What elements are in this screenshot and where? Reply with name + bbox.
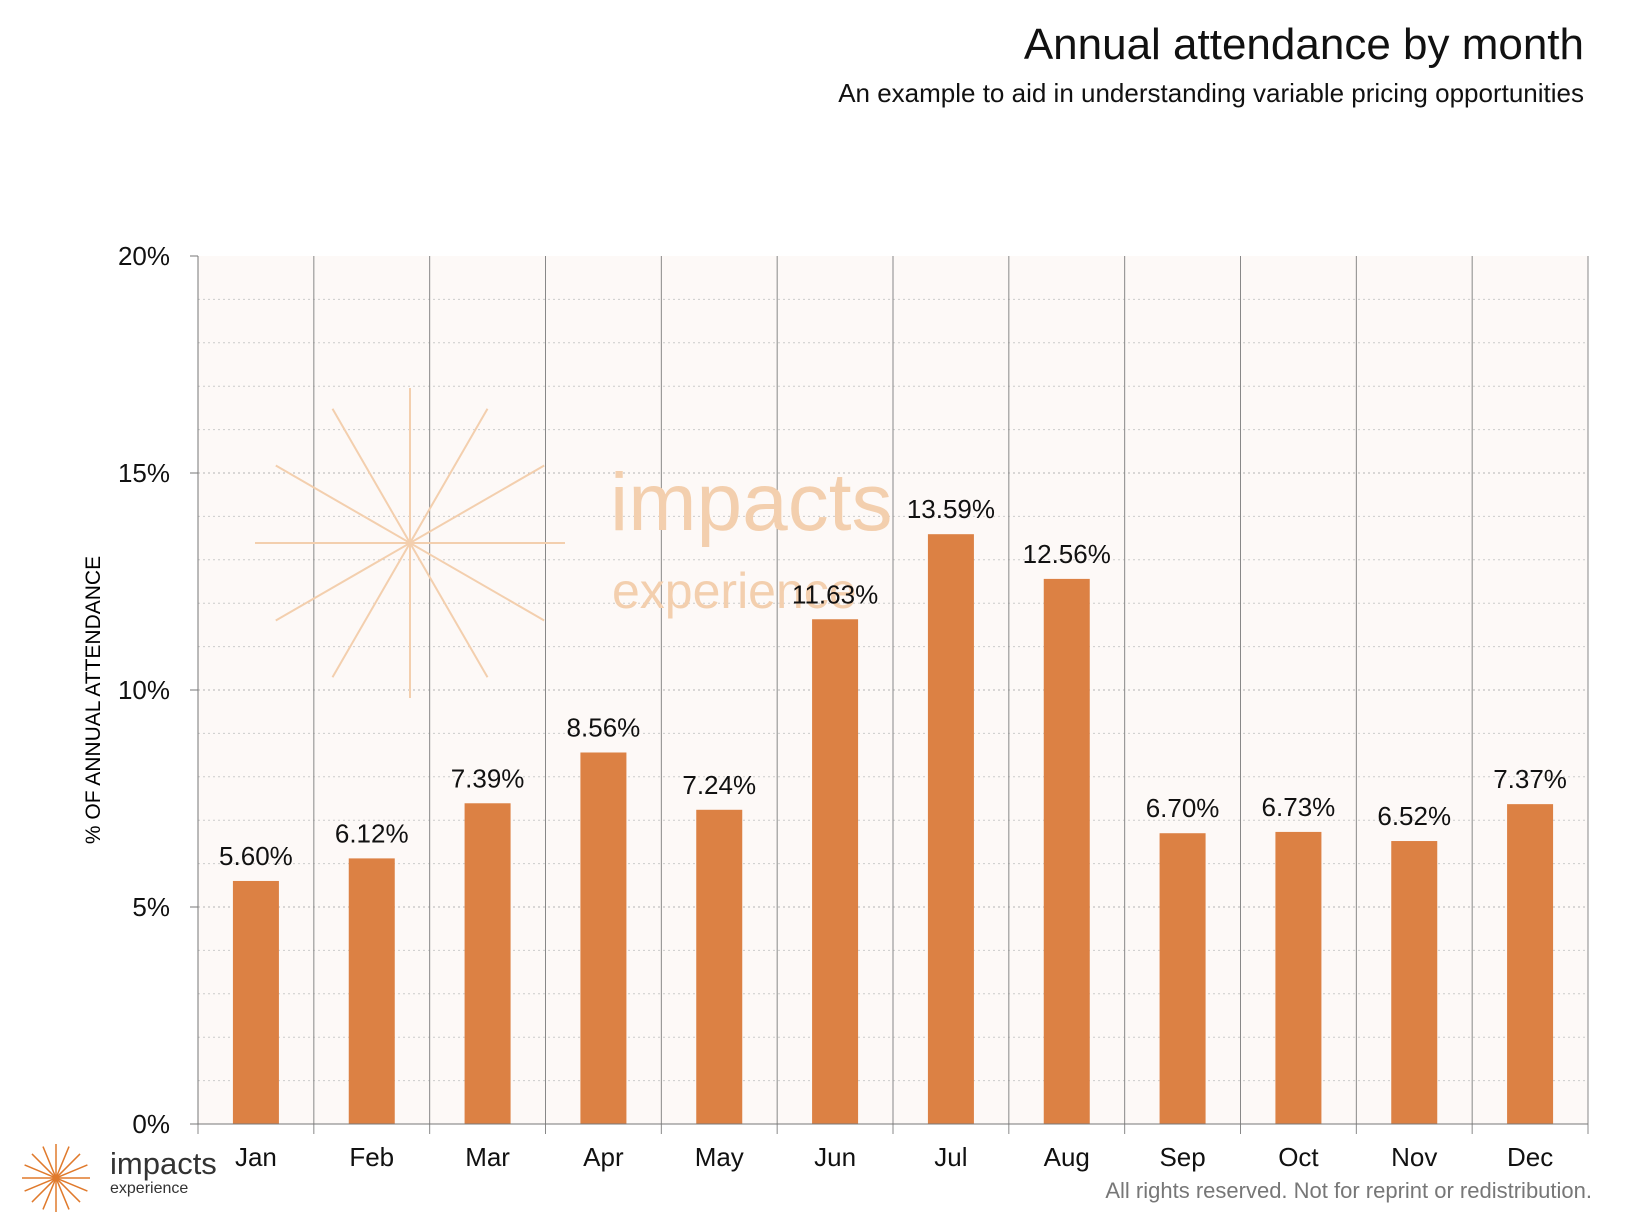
footer-note: All rights reserved. Not for reprint or … — [1105, 1178, 1592, 1203]
bar-mar — [464, 803, 511, 1124]
watermark: impacts experience — [255, 388, 893, 698]
bar-apr — [580, 752, 627, 1124]
x-tick-label: Apr — [583, 1142, 624, 1172]
data-label: 13.59% — [907, 494, 995, 524]
x-tick-label: May — [695, 1142, 744, 1172]
y-axis-tick-labels: 0% 5% 10% 15% 20% — [118, 241, 198, 1139]
bar-feb — [348, 858, 395, 1124]
x-tick-label: Feb — [349, 1142, 394, 1172]
data-label: 5.60% — [219, 841, 293, 871]
watermark-ray — [275, 464, 545, 622]
data-label: 6.12% — [335, 818, 409, 848]
data-label: 11.63% — [792, 579, 878, 609]
chart-title: Annual attendance by month — [1023, 20, 1584, 69]
data-label: 6.73% — [1262, 792, 1336, 822]
x-tick-label: Jul — [934, 1142, 967, 1172]
x-tick-label: Aug — [1044, 1142, 1090, 1172]
y-tick-label: 20% — [118, 241, 170, 271]
data-label: 6.70% — [1146, 793, 1220, 823]
x-axis-tick-labels: Jan Feb Mar Apr May Jun Jul Aug Sep Oct Nov Dec — [235, 1142, 1553, 1172]
logo-name: impacts — [110, 1146, 217, 1181]
sunburst-icon — [22, 1144, 90, 1212]
x-tick-label: Oct — [1278, 1142, 1319, 1172]
data-label: 7.37% — [1493, 764, 1567, 794]
bar-jun — [812, 619, 859, 1124]
data-label: 12.56% — [1023, 539, 1111, 569]
watermark-name: impacts — [610, 457, 893, 548]
y-tick-label: 0% — [132, 1109, 170, 1139]
bar-oct — [1275, 831, 1322, 1124]
y-axis-label: % OF ANNUAL ATTENDANCE — [82, 556, 105, 844]
data-label: 6.52% — [1377, 801, 1451, 831]
bar-may — [696, 809, 743, 1124]
logo: impacts experience — [110, 1148, 217, 1197]
logo-center — [53, 1175, 59, 1181]
logo-sub: experience — [110, 1180, 189, 1197]
bar-dec — [1507, 804, 1554, 1124]
bar-sep — [1159, 833, 1206, 1124]
y-tick-label: 10% — [118, 675, 170, 705]
chart-subtitle: An example to aid in understanding varia… — [838, 78, 1584, 108]
bar-jul — [927, 534, 974, 1124]
x-tick-label: Mar — [465, 1142, 510, 1172]
y-tick-label: 5% — [132, 892, 170, 922]
x-tick-label: Nov — [1391, 1142, 1437, 1172]
watermark-sunburst-icon — [255, 388, 565, 698]
y-tick-label: 15% — [118, 458, 170, 488]
data-label: 8.56% — [567, 712, 641, 742]
data-label: 7.39% — [451, 763, 525, 793]
bar-nov — [1391, 841, 1438, 1124]
x-tick-label: Sep — [1159, 1142, 1205, 1172]
x-tick-label: Dec — [1507, 1142, 1553, 1172]
x-tick-label: Jan — [235, 1142, 277, 1172]
bars — [232, 534, 1554, 1124]
data-labels: 5.60% 6.12% 7.39% 8.56% 7.24% 11.63% 13.59% 12.… — [219, 494, 1567, 871]
x-tick-label: Jun — [814, 1142, 856, 1172]
watermark-sub: experience — [612, 563, 857, 619]
bar-jan — [232, 880, 279, 1124]
data-label: 7.24% — [682, 770, 756, 800]
gridlines — [197, 256, 1589, 1134]
bar-aug — [1043, 578, 1090, 1124]
